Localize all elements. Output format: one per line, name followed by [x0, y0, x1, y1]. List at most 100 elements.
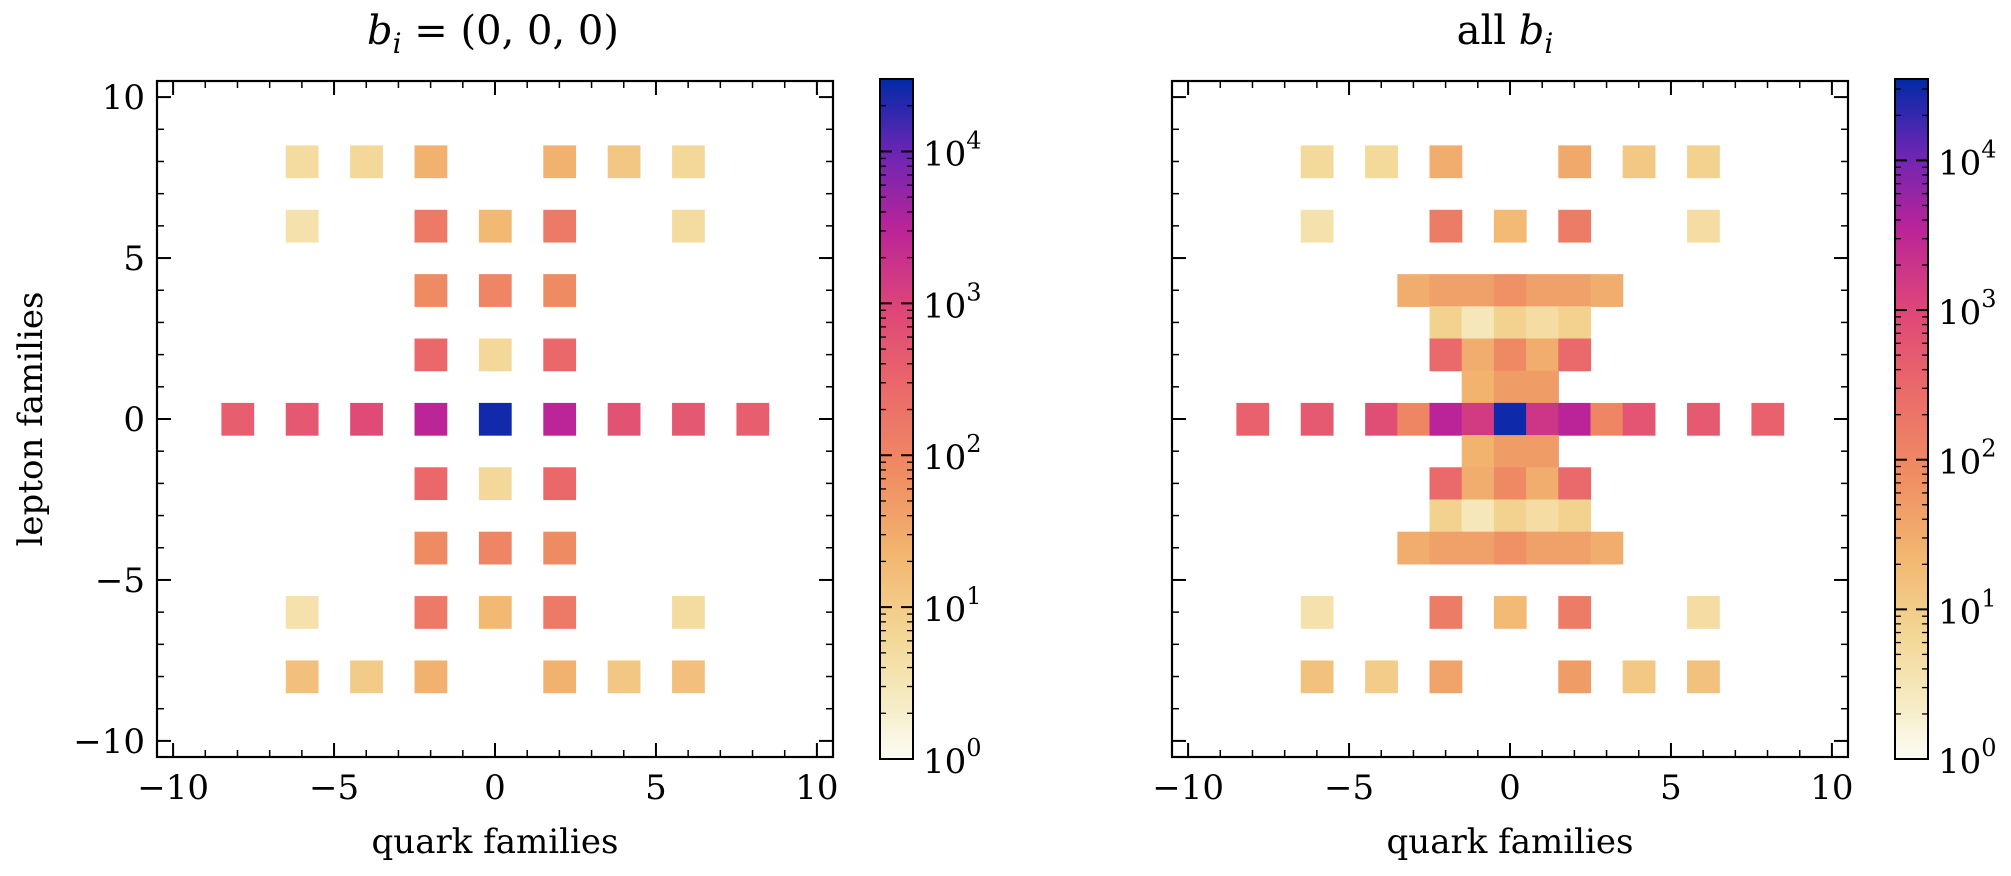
heatmap-cell [672, 596, 705, 629]
heatmap-cell [1493, 402, 1527, 436]
heatmap-cell [414, 596, 448, 629]
heatmap-cell [1558, 274, 1592, 307]
heatmap-cell [1429, 531, 1463, 565]
x-tick-label: −5 [309, 768, 359, 808]
heatmap-cell [1622, 402, 1656, 436]
heatmap-cell [1461, 402, 1495, 436]
heatmap-cell [1558, 145, 1592, 179]
heatmap-cell [1461, 370, 1495, 404]
heatmap-cell [1429, 145, 1463, 179]
heatmap-cell [1558, 596, 1592, 629]
heatmap-cell [1493, 306, 1527, 340]
heatmap-cell [543, 274, 577, 307]
heatmap-cell [1429, 596, 1463, 629]
heatmap-cell [672, 209, 705, 243]
right-axis-ticks: −10 −5 0 5 10 [1152, 81, 1854, 808]
heatmap-cell [1493, 499, 1527, 533]
heatmap-cell [672, 145, 705, 179]
heatmap-cell [1590, 402, 1624, 436]
heatmap-cell [478, 596, 512, 629]
heatmap-cell [1461, 338, 1495, 372]
heatmap-cell [414, 209, 448, 243]
colorbar-tick-label: 102 [1938, 435, 1997, 483]
x-tick-label: 5 [645, 768, 667, 808]
heatmap-cell [1365, 660, 1398, 694]
heatmap-cell [1526, 274, 1559, 307]
heatmap-cell [607, 145, 641, 179]
heatmap-cell [1397, 274, 1431, 307]
colorbar-tick-label: 104 [1938, 135, 1997, 183]
y-tick-label: 5 [123, 239, 145, 279]
heatmap-cell [1526, 531, 1559, 565]
heatmap-cell [478, 402, 512, 436]
y-tick-label: 10 [102, 78, 145, 118]
heatmap-cell [543, 531, 577, 565]
x-tick-label: 0 [484, 768, 506, 808]
heatmap-cell [543, 209, 577, 243]
heatmap-cell [543, 660, 577, 694]
heatmap-cell [1300, 402, 1334, 436]
heatmap-cell [1493, 596, 1527, 629]
heatmap-cell [1558, 306, 1592, 340]
heatmap-cell [1558, 402, 1592, 436]
heatmap-cell [1526, 435, 1559, 468]
x-tick-label: 10 [1810, 768, 1853, 808]
heatmap-cell [1493, 209, 1527, 243]
x-tick-label: 0 [1499, 768, 1521, 808]
heatmap-cell [543, 338, 577, 372]
heatmap-cell [1687, 596, 1720, 629]
heatmap-cell [1590, 274, 1624, 307]
heatmap-cell [414, 660, 448, 694]
heatmap-cell [1622, 660, 1656, 694]
heatmap-cell [543, 467, 577, 501]
heatmap-cell [1300, 596, 1334, 629]
heatmap-cell [1300, 145, 1334, 179]
heatmap-cell [1236, 402, 1270, 436]
colorbar-tick-label: 101 [1938, 584, 1997, 632]
heatmap-cell [1687, 660, 1720, 694]
heatmap-cell [1300, 209, 1334, 243]
colorbar-tick-label: 103 [923, 278, 982, 326]
left-x-axis-label: quark families [372, 822, 619, 862]
heatmap-cell [1461, 306, 1495, 340]
heatmap-cell [285, 209, 319, 243]
heatmap-cell [1558, 338, 1592, 372]
right-heatmap-cells [1236, 145, 1785, 694]
heatmap-cell [1687, 209, 1720, 243]
left-colorbar: 100 101 102 103 104 [879, 78, 982, 782]
x-tick-label: 5 [1660, 768, 1682, 808]
heatmap-cell [414, 402, 448, 436]
heatmap-cell [543, 596, 577, 629]
heatmap-cell [1429, 467, 1463, 501]
heatmap-cell [1429, 306, 1463, 340]
left-y-axis-label: lepton families [11, 292, 51, 547]
heatmap-cell [1429, 660, 1463, 694]
heatmap-cell [1751, 402, 1785, 436]
heatmap-cell [1687, 145, 1720, 179]
heatmap-cell [1558, 660, 1592, 694]
heatmap-cell [414, 274, 448, 307]
heatmap-cell [672, 660, 705, 694]
heatmap-cell [1461, 274, 1495, 307]
left-panel-title: bi = (0, 0, 0) [367, 8, 619, 60]
heatmap-cell [1461, 435, 1495, 468]
heatmap-cell [1461, 531, 1495, 565]
x-tick-label: 10 [795, 768, 838, 808]
heatmap-cell [1300, 660, 1334, 694]
heatmap-cell [350, 660, 383, 694]
heatmap-cell [414, 467, 448, 501]
heatmap-cell [1365, 145, 1398, 179]
heatmap-cell [1558, 209, 1592, 243]
heatmap-cell [1493, 370, 1527, 404]
heatmap-cell [1429, 209, 1463, 243]
colorbar-tick-label: 104 [923, 126, 982, 174]
heatmap-cell [1493, 531, 1527, 565]
heatmap-cell [285, 596, 319, 629]
heatmap-cell [285, 145, 319, 179]
left-heatmap-panel: bi = (0, 0, 0) −10 −5 0 5 10 −10 −5 0 5 10 quark … [11, 8, 982, 862]
heatmap-cell [350, 145, 383, 179]
heatmap-cell [478, 338, 512, 372]
heatmap-cell [543, 145, 577, 179]
heatmap-cell [1493, 338, 1527, 372]
heatmap-cell [221, 402, 255, 436]
